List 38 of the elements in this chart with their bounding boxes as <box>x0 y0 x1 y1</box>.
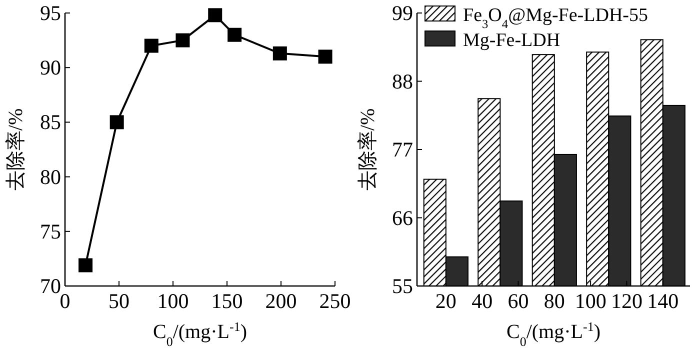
y-tick-label: 85 <box>40 110 61 134</box>
x-tick-label: 120 <box>610 289 642 313</box>
x-tick-label: 100 <box>157 289 189 313</box>
y-tick-label: 90 <box>40 56 61 80</box>
x-tick-label: 140 <box>647 289 679 313</box>
x-tick-label: 100 <box>574 289 606 313</box>
x-axis-title: C$_{0}$/(mg·L$^{-1}$) <box>152 318 248 348</box>
y-tick-label: 66 <box>392 206 413 230</box>
x-tick-label: 250 <box>319 289 351 313</box>
y-tick-label: 95 <box>40 1 61 25</box>
y-axis-title: 去除率/% <box>357 108 379 191</box>
x-tick-label: 60 <box>508 289 529 313</box>
y-tick-label: 80 <box>40 164 61 189</box>
y-tick-label: 75 <box>40 219 61 244</box>
x-tick-label: 50 <box>108 289 130 313</box>
x-tick-label: 80 <box>544 289 565 313</box>
x-tick-label: 200 <box>265 289 297 313</box>
point <box>208 8 222 22</box>
y-axis-title: 去除率/% <box>5 108 27 191</box>
point <box>228 28 242 42</box>
x-axis-title: C$_{0}$/(mg·L$^{-1}$) <box>506 318 601 348</box>
y-tick-label: 99 <box>392 1 413 25</box>
x-tick-label: 0 <box>60 289 70 313</box>
x-tick-label: 40 <box>472 289 493 313</box>
y-tick-label: 70 <box>40 274 61 298</box>
point <box>176 33 190 48</box>
point <box>318 50 332 64</box>
legend-label: Fe$_{3}$O$_{4}$@Mg-Fe-LDH-55 <box>463 5 648 31</box>
x-tick-label: 150 <box>211 289 243 313</box>
point <box>78 258 93 272</box>
y-tick-label: 77 <box>392 138 413 162</box>
legend-label: Mg-Fe-LDH <box>463 30 560 51</box>
point <box>110 115 124 130</box>
point <box>272 46 287 60</box>
point <box>144 38 158 53</box>
x-tick-label: 20 <box>435 289 456 313</box>
y-tick-label: 88 <box>392 69 413 94</box>
y-tick-label: 55 <box>392 274 413 298</box>
